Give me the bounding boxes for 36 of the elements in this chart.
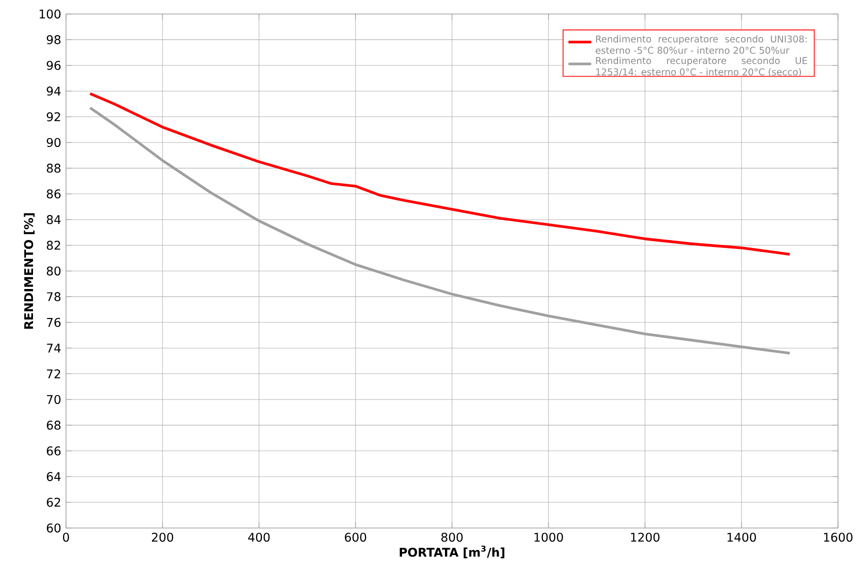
y-tick-label: 66: [46, 446, 61, 456]
y-tick-label: 100: [40, 9, 60, 19]
legend-label: Rendimento recuperatore secondo UE 1253/14: esterno 0°C - interno 20°C (secco): [596, 56, 808, 77]
x-tick-label: 1200: [631, 532, 660, 542]
y-tick-label: 90: [46, 138, 60, 148]
y-tick-label: 62: [46, 498, 60, 507]
y-tick-label: 94: [46, 86, 61, 96]
x-tick-label: 1400: [728, 532, 756, 542]
y-tick-label: 60: [46, 523, 60, 533]
y-tick-label: 72: [47, 369, 60, 378]
y-tick-label: 86: [46, 189, 61, 198]
y-tick-label: 98: [46, 35, 60, 44]
y-tick-label: 80: [46, 266, 60, 276]
y-axis-title: RENDIMENTO [%]: [24, 213, 35, 329]
line-series: [88, 106, 792, 355]
x-tick-label: 0: [62, 532, 70, 542]
y-tick-label: 84: [46, 215, 61, 224]
y-tick-label: 76: [47, 318, 61, 327]
x-axis-title: PORTATA [m$^{3}$/h]: [400, 546, 504, 558]
line-series: [88, 92, 792, 256]
y-tick-label: 88: [46, 164, 60, 173]
x-tick-label: 1600: [824, 532, 852, 542]
y-tick-label: 64: [46, 472, 61, 482]
x-tick-label: 400: [248, 532, 270, 542]
y-tick-label: 96: [46, 60, 61, 70]
x-tick-label: 600: [344, 532, 366, 542]
y-tick-label: 82: [46, 240, 60, 250]
legend-label: Rendimento recuperatore secondo UNI308: esterno -5°C 80%ur - interno 20°C 50%ur: [596, 35, 807, 54]
y-tick-label: 70: [47, 394, 60, 404]
y-tick-label: 74: [47, 344, 61, 352]
x-tick-label: 1000: [534, 532, 563, 542]
y-tick-label: 68: [46, 420, 60, 430]
y-tick-label: 78: [47, 292, 60, 302]
y-tick-label: 92: [46, 112, 60, 122]
x-tick-label: 800: [441, 532, 463, 542]
x-tick-label: 200: [152, 532, 174, 542]
